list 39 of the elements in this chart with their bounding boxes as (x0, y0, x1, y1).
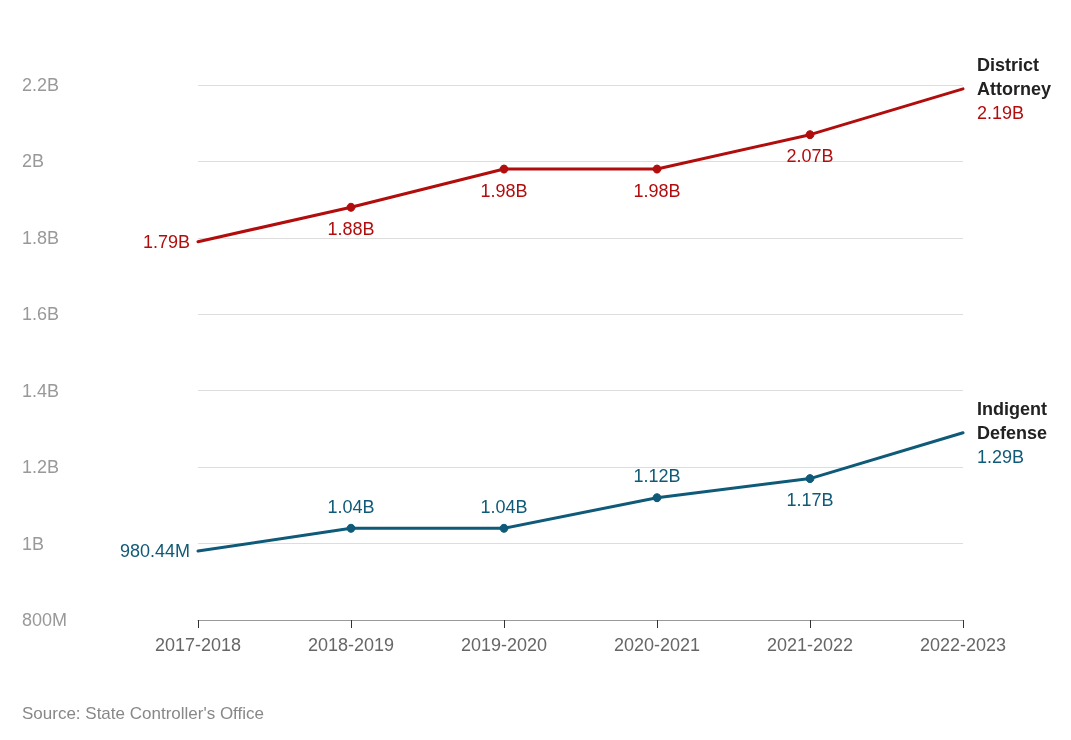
point (805, 130, 815, 140)
point (499, 164, 509, 174)
line-series (196, 87, 965, 244)
point (499, 523, 509, 533)
data-label: 1.79B (142, 231, 190, 252)
data-label: 1.04B (480, 496, 528, 517)
x-tick-label: 2022-2023 (919, 635, 1007, 655)
y-tick-label: 2B (22, 151, 45, 172)
data-label: 1.29B (977, 446, 1025, 467)
point (652, 164, 662, 174)
line-series (196, 431, 965, 553)
x-tick-label: 2020-2021 (613, 635, 701, 655)
data-label: 1.04B (327, 496, 375, 517)
data-label: 1.88B (327, 218, 375, 239)
x-tick-label: 2017-2018 (154, 635, 242, 655)
y-tick-label: 800M (22, 610, 68, 630)
point (652, 493, 662, 503)
point (805, 474, 815, 484)
source-note: Source: State Controller's Office (22, 704, 264, 724)
y-tick-label: 2.2B (22, 75, 60, 95)
point (346, 202, 356, 212)
x-tick-label: 2018-2019 (307, 635, 395, 655)
series-label: District Attorney (977, 54, 1052, 99)
y-tick-label: 1.4B (22, 380, 60, 401)
data-label: 2.19B (977, 102, 1025, 123)
x-tick-label: 2021-2022 (766, 635, 854, 655)
data-label: 980.44M (119, 541, 190, 562)
y-tick-label: 1B (22, 533, 45, 554)
x-tick-label: 2019-2020 (460, 635, 548, 655)
y-tick-label: 1.6B (22, 304, 60, 325)
data-label: 1.12B (633, 466, 681, 487)
data-label: 1.17B (786, 490, 834, 511)
data-label: 1.98B (633, 180, 681, 201)
y-tick-label: 1.8B (22, 227, 60, 248)
data-label: 1.98B (480, 180, 528, 201)
point (346, 523, 356, 533)
y-tick-label: 1.2B (22, 457, 60, 478)
data-label: 2.07B (786, 146, 834, 167)
series-label: Indigent Defense (977, 398, 1048, 443)
